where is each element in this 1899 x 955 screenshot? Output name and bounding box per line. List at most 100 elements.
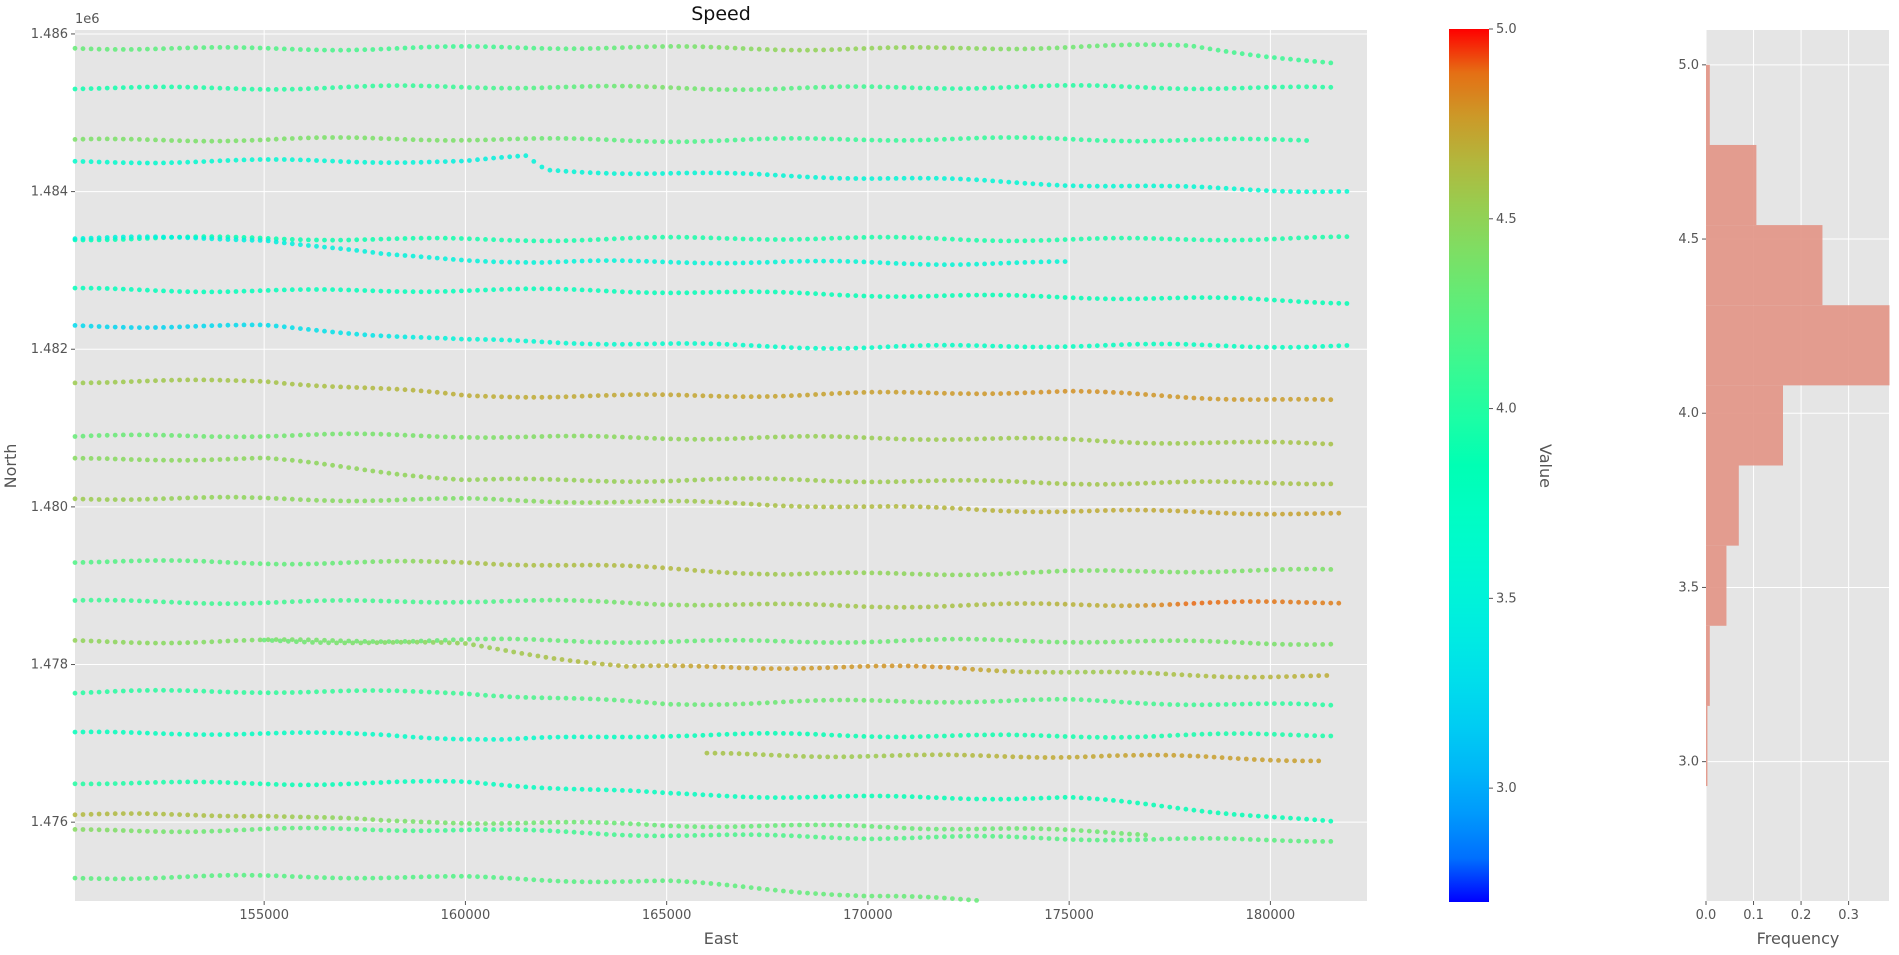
- data-point: [426, 433, 432, 439]
- data-point: [1046, 826, 1052, 832]
- data-point: [998, 571, 1004, 577]
- colorbar-gradient: [1449, 29, 1489, 902]
- data-point: [539, 562, 545, 568]
- data-point: [1070, 183, 1076, 189]
- data-point: [346, 384, 352, 390]
- data-point: [1103, 797, 1108, 802]
- data-point: [1074, 669, 1080, 675]
- data-point: [885, 45, 891, 51]
- data-point: [539, 499, 545, 504]
- data-point: [434, 736, 440, 741]
- data-point: [869, 435, 875, 441]
- data-point: [314, 86, 319, 91]
- data-point: [1328, 567, 1334, 572]
- data-point: [571, 786, 577, 792]
- data-point: [1062, 295, 1068, 300]
- data-point: [772, 730, 778, 736]
- data-point: [523, 636, 529, 642]
- data-point: [1239, 640, 1245, 646]
- data-point: [869, 234, 875, 240]
- x-tick-label: 170000: [843, 908, 893, 923]
- data-point: [1247, 85, 1253, 91]
- data-point: [1030, 83, 1036, 89]
- data-point: [901, 138, 907, 143]
- data-point: [539, 695, 545, 701]
- data-point: [306, 382, 311, 388]
- data-point: [885, 479, 891, 485]
- data-point: [1103, 698, 1108, 704]
- data-point: [306, 598, 311, 604]
- data-point: [974, 237, 979, 243]
- data-point: [1119, 639, 1124, 645]
- data-point: [354, 816, 360, 821]
- data-point: [982, 391, 987, 397]
- data-point: [269, 638, 275, 643]
- data-point: [1207, 600, 1213, 605]
- data-point: [720, 750, 726, 756]
- data-point: [1231, 136, 1237, 142]
- data-point: [1159, 733, 1165, 739]
- data-point: [120, 688, 126, 694]
- data-point: [1183, 479, 1189, 485]
- data-point: [1054, 83, 1060, 88]
- data-point: [523, 820, 529, 826]
- data-point: [1175, 441, 1181, 446]
- data-point: [362, 731, 368, 737]
- data-point: [88, 496, 94, 502]
- data-point: [346, 237, 352, 243]
- data-point: [426, 83, 432, 89]
- data-point: [982, 261, 987, 267]
- data-point: [137, 598, 142, 604]
- data-point: [1175, 42, 1181, 48]
- data-point: [1119, 138, 1124, 144]
- data-point: [885, 604, 891, 610]
- data-point: [539, 785, 545, 791]
- data-point: [595, 478, 601, 484]
- data-point: [853, 235, 859, 241]
- data-point: [587, 598, 593, 604]
- data-point: [676, 639, 682, 644]
- data-point: [128, 160, 134, 166]
- data-point: [777, 753, 782, 758]
- data-point: [515, 238, 521, 243]
- data-point: [636, 258, 641, 264]
- data-point: [994, 753, 1000, 759]
- data-point: [1264, 297, 1269, 302]
- data-point: [901, 835, 907, 841]
- data-point: [1320, 84, 1326, 90]
- data-point: [1207, 809, 1213, 815]
- data-point: [346, 560, 352, 565]
- data-point: [684, 436, 690, 442]
- data-point: [499, 875, 504, 881]
- data-point: [982, 826, 987, 832]
- data-point: [1167, 569, 1173, 575]
- data-point: [1231, 731, 1237, 736]
- data-point: [1207, 342, 1213, 348]
- data-point: [1103, 342, 1108, 348]
- data-point: [1280, 56, 1285, 61]
- data-point: [185, 289, 191, 295]
- data-point: [805, 698, 810, 704]
- data-point: [265, 137, 271, 143]
- data-point: [893, 893, 899, 899]
- data-point: [1167, 602, 1173, 607]
- data-point: [1247, 397, 1253, 402]
- data-point: [990, 135, 996, 141]
- data-point: [273, 287, 279, 293]
- data-point: [1046, 601, 1052, 607]
- histogram-bar: [1706, 305, 1890, 386]
- data-point: [1296, 511, 1301, 517]
- data-point: [426, 235, 432, 241]
- data-point: [692, 86, 698, 92]
- data-point: [877, 294, 883, 299]
- data-point: [611, 599, 617, 605]
- data-point: [1191, 43, 1197, 49]
- data-point: [378, 827, 384, 833]
- data-point: [104, 159, 110, 165]
- data-point: [72, 86, 78, 92]
- data-point: [974, 507, 979, 512]
- data-point: [1147, 752, 1153, 758]
- data-point: [225, 237, 231, 242]
- data-point: [306, 814, 311, 820]
- data-point: [1062, 436, 1068, 442]
